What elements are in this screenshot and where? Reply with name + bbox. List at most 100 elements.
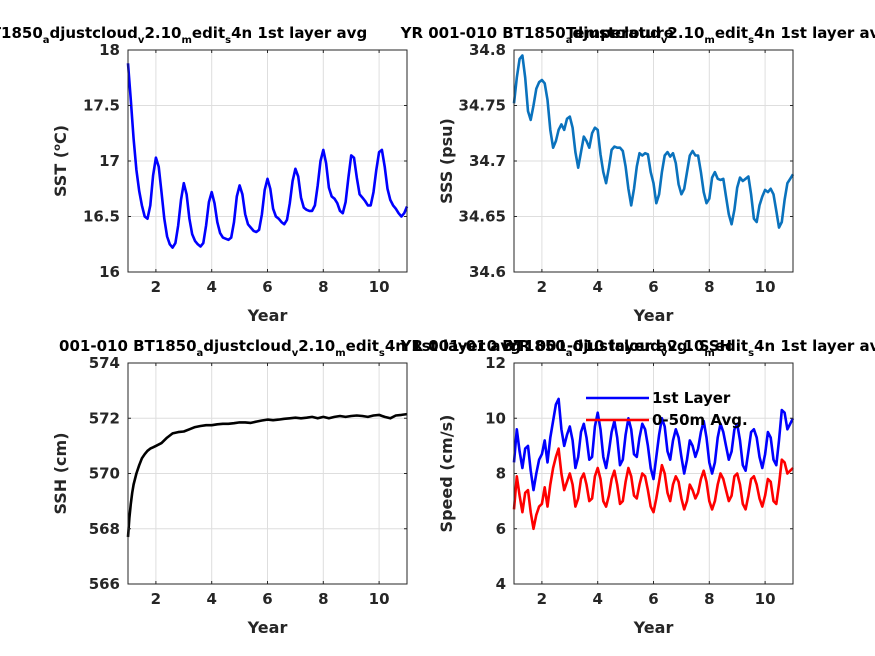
y-axis-label: Speed (cm/s) xyxy=(437,415,456,533)
plot-title-part: m xyxy=(181,35,191,46)
legend-label-1: 1st Layer xyxy=(652,389,731,407)
x-axis-label: Year xyxy=(633,618,674,637)
y-tick-label: 34.6 xyxy=(469,263,506,281)
plot-title-part: s xyxy=(748,35,754,46)
x-tick-label: 2 xyxy=(537,590,547,608)
y-tick-label: 18 xyxy=(99,41,120,59)
subplot-3: 2 4 6 8 10 566 568 570 572 574 Year SSH (cm) 001-010… xyxy=(51,337,521,637)
y-axis-label: SSS (psu) xyxy=(437,118,456,204)
plot-title-part: djustcloud xyxy=(203,337,291,355)
x-tick-label: 6 xyxy=(262,590,272,608)
series-line-1 xyxy=(126,63,409,249)
y-tick-label: 570 xyxy=(89,465,120,483)
plot-title: 001-010 BT1850adjustcloudv2.10medits4n 1… xyxy=(59,337,521,359)
y-tick-label: 17.5 xyxy=(83,97,120,115)
series-line-1 xyxy=(512,54,795,229)
plot-title-part: 2.10 xyxy=(667,24,704,42)
y-tick-label: 34.65 xyxy=(459,208,506,226)
y-axis-label-part: C) xyxy=(51,125,70,144)
plot-title-part: 4n 1st layer av xyxy=(754,337,875,355)
series-line-1 xyxy=(126,412,408,538)
plot-title-part: v xyxy=(292,348,299,359)
x-tick-label: 2 xyxy=(151,590,161,608)
x-tick-label: 2 xyxy=(151,278,161,296)
subplot-2: 2 4 6 8 10 34.6 34.65 34.7 34.75 34.8 Year SSS (psu… xyxy=(400,24,875,325)
x-tick-label: 4 xyxy=(206,590,216,608)
subplot-1: 2 4 6 8 10 16 16.5 17 17.5 18 Year SST (oC) 010 BT18… xyxy=(0,24,409,325)
subplot-4: 2 4 6 8 10 4 6 8 10 12 Year Speed (cm/s) YR 001-010 … xyxy=(400,337,875,637)
plot-title: YR 001-010 BT1850adjustcloudv2.10medits4… xyxy=(400,337,875,359)
plot-title-part: a xyxy=(43,35,50,46)
y-tick-label: 574 xyxy=(89,354,120,372)
plot-title: YR 001-010 BT1850adjustcloudv2.10medits4… xyxy=(400,24,875,46)
plot-title-part: 2.10 xyxy=(144,24,181,42)
plot-title-part: YR 001-010 BT1850 xyxy=(400,24,566,42)
x-tick-label: 4 xyxy=(592,590,602,608)
y-tick-label: 6 xyxy=(496,520,506,538)
x-tick-label: 8 xyxy=(704,590,714,608)
legend: 1st Layer 0-50m Avg. xyxy=(586,389,748,429)
y-tick-label: 34.75 xyxy=(459,97,506,115)
y-axis-label-part: o xyxy=(52,144,63,151)
plot-title-part: 4n 1st layer avg xyxy=(231,24,367,42)
legend-label-2: 0-50m Avg. xyxy=(652,411,748,429)
plot-title-part: edit xyxy=(346,337,379,355)
plot-title-part: djustcloud xyxy=(572,24,660,42)
x-tick-label: 4 xyxy=(592,278,602,296)
x-tick-label: 6 xyxy=(262,278,272,296)
y-tick-label: 17 xyxy=(99,152,120,170)
x-tick-label: 8 xyxy=(318,590,328,608)
x-tick-label: 10 xyxy=(755,590,776,608)
x-axis-label: Year xyxy=(247,306,288,325)
plot-title-part: a xyxy=(566,35,573,46)
x-axis-label: Year xyxy=(247,618,288,637)
y-tick-label: 4 xyxy=(496,575,506,593)
plot-title-part: djustcloud xyxy=(50,24,138,42)
plot-title-part: v xyxy=(661,35,668,46)
plot-title-part: m xyxy=(704,348,714,359)
y-tick-label: 566 xyxy=(89,575,120,593)
plot-title-part: v xyxy=(138,35,145,46)
plot-title-part: a xyxy=(566,348,573,359)
plot-title-part: m xyxy=(335,348,345,359)
plot-title-part: s xyxy=(748,348,754,359)
y-axis-label: SST (oC) xyxy=(51,125,70,197)
x-tick-label: 8 xyxy=(704,278,714,296)
y-tick-label: 10 xyxy=(485,409,506,427)
y-tick-label: 16 xyxy=(99,263,120,281)
x-tick-label: 2 xyxy=(537,278,547,296)
plot-title-part: s xyxy=(225,35,231,46)
plot-title-part: edit xyxy=(715,24,748,42)
plot-title-part: a xyxy=(197,348,204,359)
x-tick-label: 6 xyxy=(648,590,658,608)
plot-title-part: 010 BT1850 xyxy=(0,24,43,42)
y-tick-label: 16.5 xyxy=(83,208,120,226)
plot-title-overlap: Temperature xyxy=(566,24,674,42)
plot-title-part: 2.10 xyxy=(298,337,335,355)
plot-title-part: m xyxy=(704,35,714,46)
plot-title-overlap: YR 001-010 layer avg. SSH xyxy=(507,337,732,355)
y-tick-label: 568 xyxy=(89,520,120,538)
x-axis-label: Year xyxy=(633,306,674,325)
y-tick-label: 12 xyxy=(485,354,506,372)
y-axis-label-part: SST ( xyxy=(51,151,70,197)
plot-title-part: s xyxy=(379,348,385,359)
y-tick-label: 8 xyxy=(496,465,506,483)
plot-title-part: edit xyxy=(715,337,748,355)
plot-title-part: 4n 1st layer avg xyxy=(385,337,521,355)
plot-title-part: djustcloud xyxy=(572,337,660,355)
plot-title-part: 4n 1st layer av xyxy=(754,24,875,42)
plot-title: 010 BT1850adjustcloudv2.10medits4n 1st l… xyxy=(0,24,367,46)
series-line-1 xyxy=(512,397,795,492)
y-tick-label: 34.7 xyxy=(469,152,506,170)
plot-title-part: 2.10 xyxy=(667,337,704,355)
x-tick-label: 4 xyxy=(206,278,216,296)
x-tick-label: 10 xyxy=(755,278,776,296)
y-tick-label: 34.8 xyxy=(469,41,506,59)
x-tick-label: 6 xyxy=(648,278,658,296)
x-tick-label: 10 xyxy=(369,590,390,608)
y-axis-label: SSH (cm) xyxy=(51,432,70,514)
plot-title-part: v xyxy=(661,348,668,359)
plot-title-part: YR 001-010 BT1850 xyxy=(400,337,566,355)
